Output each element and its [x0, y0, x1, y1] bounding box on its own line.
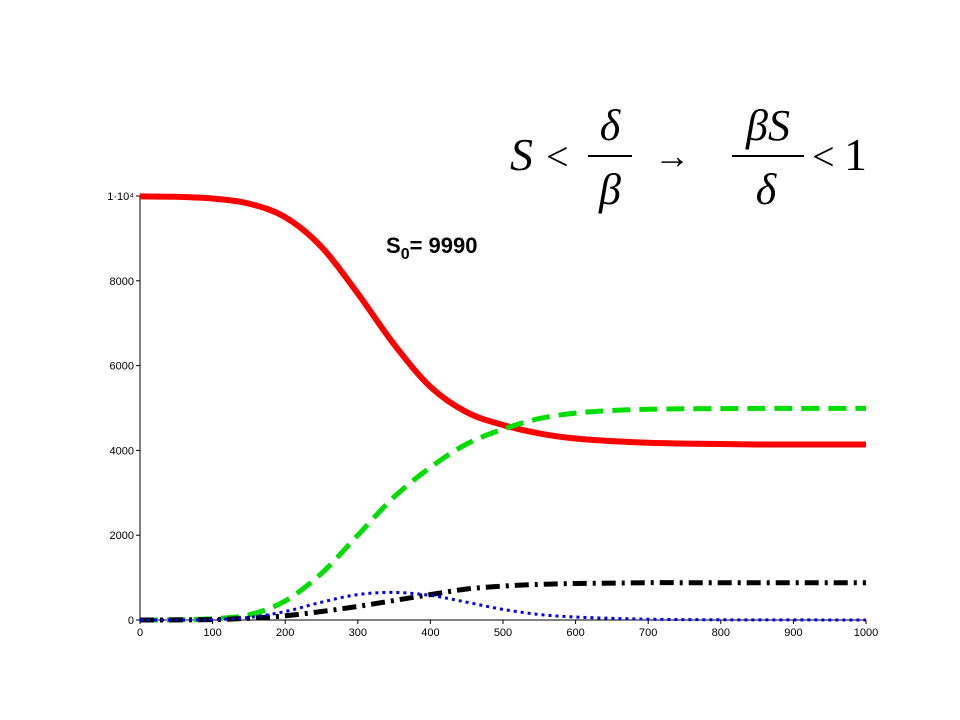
y-tick-label: 2000 — [110, 530, 134, 542]
x-tick-label: 600 — [566, 627, 584, 639]
x-tick-label: 500 — [494, 627, 512, 639]
formula-s: S — [510, 129, 533, 180]
y-tick-label: 6000 — [110, 361, 134, 373]
y-tick-label: 0 — [128, 615, 134, 627]
y-tick-label: 1·10⁴ — [107, 191, 134, 203]
series-blue-line — [139, 590, 866, 622]
s0-annotation-subscript: 0 — [401, 246, 410, 263]
s0-annotation-main: S — [386, 233, 401, 258]
formula: S < δ β → βS δ < 1 — [510, 101, 867, 214]
formula-lt-1: < — [546, 134, 569, 179]
x-tick-label: 900 — [784, 627, 802, 639]
series-black-line — [139, 580, 866, 623]
formula-frac2-den: δ — [756, 165, 778, 214]
formula-one: 1 — [844, 129, 867, 180]
series-red-line — [139, 193, 866, 448]
y-tick-label: 4000 — [110, 445, 134, 457]
y-tick-label: 8000 — [110, 276, 134, 288]
x-tick-label: 100 — [203, 627, 221, 639]
s0-annotation-rest: = 9990 — [410, 233, 478, 258]
x-tick-label: 0 — [137, 627, 143, 639]
series-group — [139, 193, 866, 623]
x-tick-label: 700 — [639, 627, 657, 639]
x-tick-label: 400 — [421, 627, 439, 639]
x-tick-label: 1000 — [854, 627, 878, 639]
x-tick-label: 200 — [276, 627, 294, 639]
x-ticks: 0 100 200 300 400 500 600 700 800 900 1000 — [137, 620, 878, 639]
formula-lt-2: < — [812, 134, 835, 179]
formula-frac1-num: δ — [600, 101, 622, 150]
formula-arrow: → — [654, 136, 690, 176]
s0-annotation: S0= 9990 — [386, 233, 478, 263]
series-green-line — [139, 405, 866, 623]
x-tick-label: 800 — [712, 627, 730, 639]
formula-frac1-den: β — [598, 165, 621, 214]
x-tick-label: 300 — [349, 627, 367, 639]
formula-frac2-num: βS — [745, 101, 790, 150]
y-ticks: 0 2000 4000 6000 8000 1·10⁴ — [107, 191, 140, 627]
